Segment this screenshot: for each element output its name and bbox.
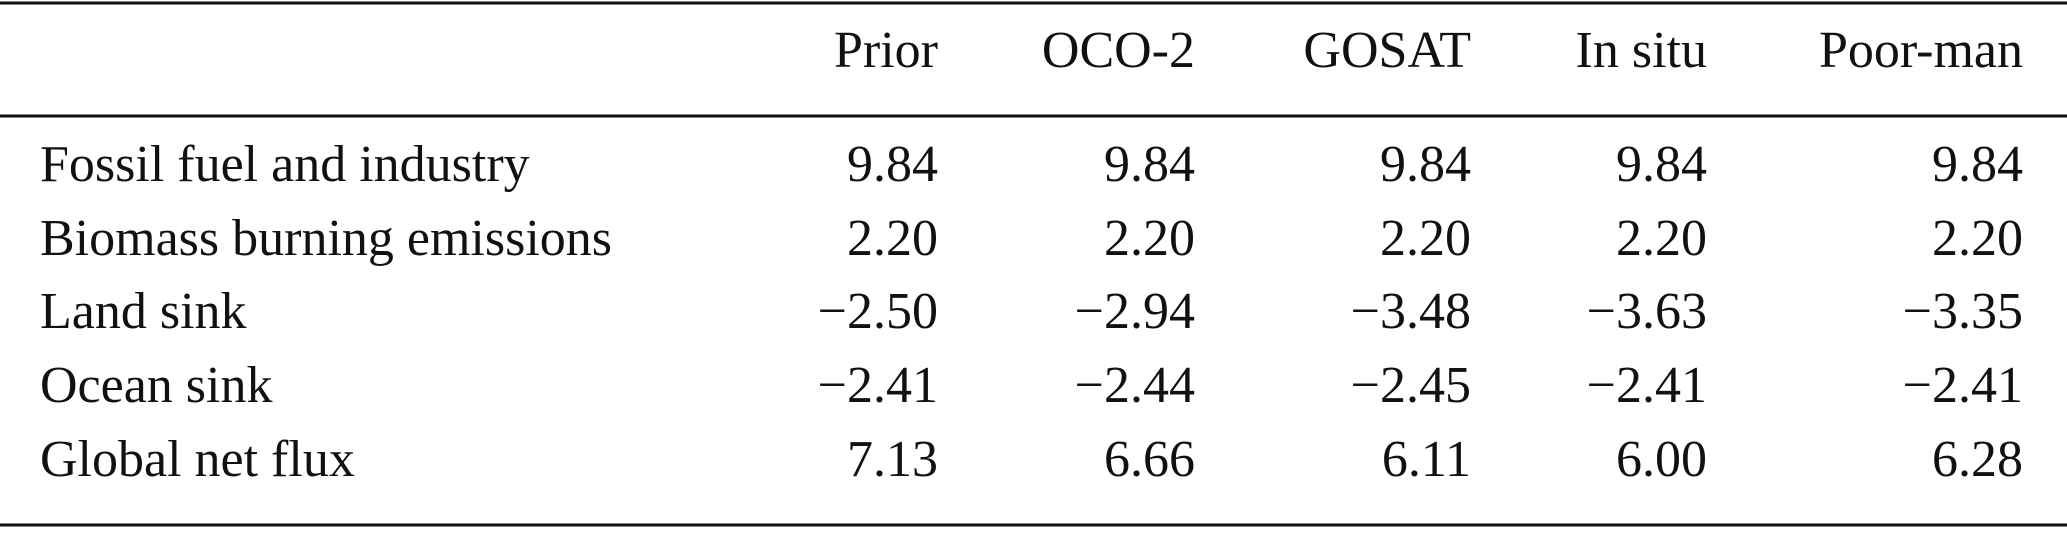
row-label: Ocean sink	[40, 357, 272, 414]
cell-value: 6.11	[1382, 431, 1471, 488]
column-header: Prior	[834, 22, 938, 79]
row-label: Biomass burning emissions	[40, 210, 612, 267]
cell-value: 9.84	[1380, 136, 1471, 193]
column-header: GOSAT	[1303, 22, 1471, 79]
cell-value: 2.20	[1104, 210, 1195, 267]
row-label: Land sink	[40, 283, 247, 340]
cell-value: −2.44	[1075, 357, 1195, 414]
cell-value: 9.84	[1616, 136, 1707, 193]
column-header: Poor-man	[1819, 22, 2023, 79]
cell-value: 7.13	[847, 431, 938, 488]
row-label: Global net flux	[40, 431, 355, 488]
cell-value: 2.20	[1932, 210, 2023, 267]
cell-value: 9.84	[847, 136, 938, 193]
column-header: OCO-2	[1042, 22, 1195, 79]
cell-value: 6.66	[1104, 431, 1195, 488]
row-label: Fossil fuel and industry	[40, 136, 530, 193]
cell-value: 2.20	[1616, 210, 1707, 267]
cell-value: −2.50	[818, 283, 938, 340]
cell-value: −2.41	[1587, 357, 1707, 414]
cell-value: −2.41	[818, 357, 938, 414]
cell-value: 2.20	[1380, 210, 1471, 267]
cell-value: 9.84	[1104, 136, 1195, 193]
cell-value: −3.35	[1903, 283, 2023, 340]
cell-value: −2.94	[1075, 283, 1195, 340]
cell-value: −3.48	[1351, 283, 1471, 340]
cell-value: 6.28	[1932, 431, 2023, 488]
cell-value: 6.00	[1616, 431, 1707, 488]
cell-value: 2.20	[847, 210, 938, 267]
cell-value: −2.45	[1351, 357, 1471, 414]
cell-value: −2.41	[1903, 357, 2023, 414]
cell-value: 9.84	[1932, 136, 2023, 193]
cell-value: −3.63	[1587, 283, 1707, 340]
column-header: In situ	[1576, 22, 1707, 79]
